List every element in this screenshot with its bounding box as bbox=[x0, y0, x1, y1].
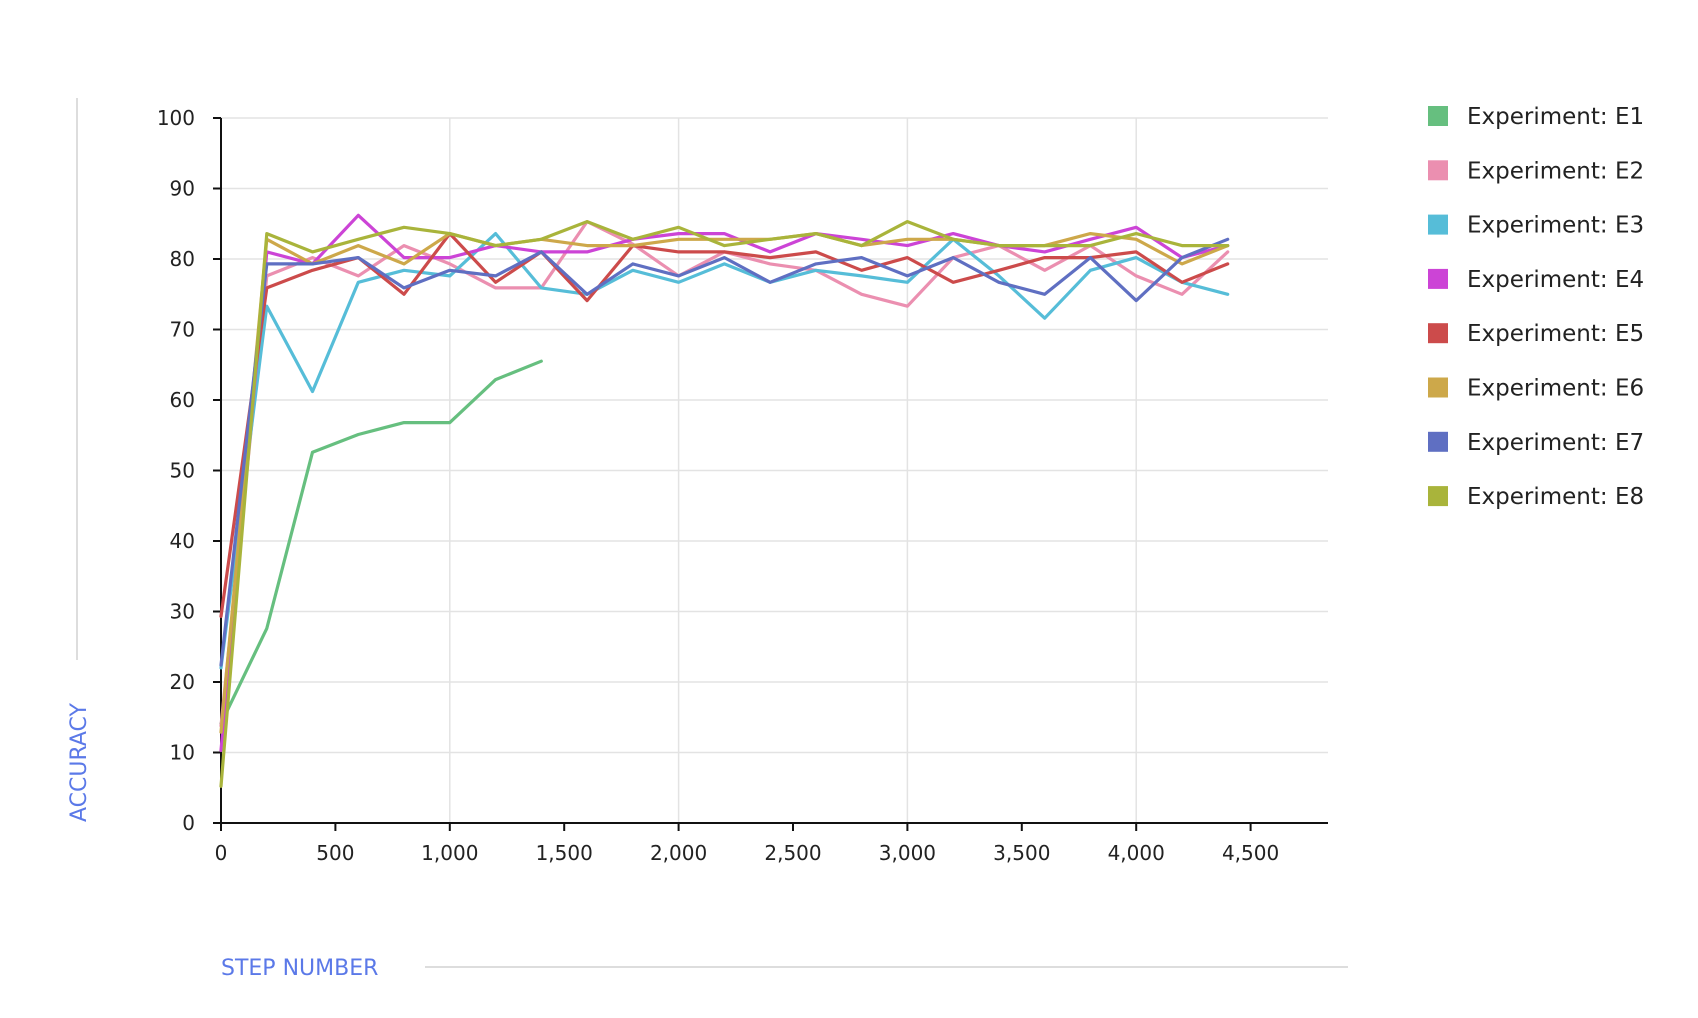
legend-swatch bbox=[1428, 431, 1448, 452]
y-tick-label: 20 bbox=[170, 670, 195, 694]
x-tick-label: 3,500 bbox=[993, 841, 1050, 865]
series-line-e4 bbox=[219, 213, 1230, 753]
series-line-e1 bbox=[219, 359, 543, 726]
series-line-e2 bbox=[219, 220, 1230, 728]
legend-label: Experiment: E4 bbox=[1467, 267, 1644, 293]
y-tick-label: 80 bbox=[170, 247, 195, 271]
legend-swatch bbox=[1428, 106, 1448, 126]
y-axis-title: ACCURACY bbox=[67, 702, 92, 822]
series-line-e7 bbox=[219, 237, 1230, 667]
x-tick-label: 2,500 bbox=[764, 841, 821, 865]
x-axis-title-group: STEP NUMBER bbox=[221, 956, 1348, 981]
legend-item-e4: Experiment: E4 bbox=[1428, 267, 1644, 293]
legend-label: Experiment: E5 bbox=[1467, 321, 1644, 347]
y-tick-label: 50 bbox=[170, 459, 195, 483]
legend-swatch bbox=[1428, 323, 1448, 344]
legend-label: Experiment: E6 bbox=[1467, 376, 1644, 402]
legend: Experiment: E1 Experiment: E2 Experiment: … bbox=[1428, 104, 1644, 510]
legend-item-e7: Experiment: E7 bbox=[1428, 430, 1644, 456]
series-line-e3 bbox=[219, 232, 1230, 670]
legend-item-e8: Experiment: E8 bbox=[1428, 484, 1644, 510]
legend-swatch bbox=[1428, 160, 1448, 181]
legend-swatch bbox=[1428, 214, 1448, 235]
legend-label: Experiment: E8 bbox=[1467, 484, 1644, 510]
x-tick-label: 1,000 bbox=[421, 841, 478, 865]
y-axis-title-group: ACCURACY bbox=[67, 98, 92, 822]
x-tick-labels: 0 500 1,000 1,500 2,000 2,500 3,000 3,500 4,000 4… bbox=[215, 841, 1280, 865]
y-tick-labels: 0 10 20 30 40 50 60 70 80 90 100 bbox=[157, 106, 195, 835]
legend-label: Experiment: E2 bbox=[1467, 158, 1644, 184]
x-axis-title: STEP NUMBER bbox=[221, 956, 378, 981]
y-tick-label: 90 bbox=[170, 177, 195, 201]
legend-swatch bbox=[1428, 377, 1448, 398]
legend-swatch bbox=[1428, 486, 1448, 507]
y-tick-label: 10 bbox=[170, 741, 195, 765]
legend-item-e3: Experiment: E3 bbox=[1428, 213, 1644, 239]
legend-item-e6: Experiment: E6 bbox=[1428, 376, 1644, 402]
grid-lines bbox=[221, 117, 1328, 823]
x-tick-label: 3,000 bbox=[879, 841, 936, 865]
x-tick-label: 4,000 bbox=[1108, 841, 1165, 865]
legend-swatch bbox=[1428, 268, 1448, 289]
x-tick-label: 500 bbox=[316, 841, 354, 865]
x-tick-label: 0 bbox=[215, 841, 228, 865]
legend-label: Experiment: E7 bbox=[1467, 430, 1644, 456]
legend-item-e2: Experiment: E2 bbox=[1428, 158, 1644, 184]
y-tick-label: 60 bbox=[170, 388, 195, 412]
y-tick-label: 70 bbox=[170, 318, 195, 342]
series-lines bbox=[219, 213, 1230, 788]
series-line-e5 bbox=[219, 232, 1230, 619]
series-line-e8 bbox=[219, 220, 1230, 788]
x-tick-label: 4,500 bbox=[1222, 841, 1279, 865]
legend-label: Experiment: E3 bbox=[1467, 213, 1644, 239]
y-tick-label: 40 bbox=[170, 529, 195, 553]
legend-item-e1: Experiment: E1 bbox=[1428, 104, 1644, 130]
y-tick-label: 0 bbox=[182, 811, 195, 835]
x-tick-label: 1,500 bbox=[536, 841, 593, 865]
legend-label: Experiment: E1 bbox=[1467, 104, 1644, 130]
y-tick-label: 100 bbox=[157, 106, 195, 130]
y-tick-label: 30 bbox=[170, 600, 195, 624]
series-line-e6 bbox=[219, 232, 1230, 734]
axes bbox=[213, 117, 1328, 831]
x-tick-label: 2,000 bbox=[650, 841, 707, 865]
legend-item-e5: Experiment: E5 bbox=[1428, 321, 1644, 347]
